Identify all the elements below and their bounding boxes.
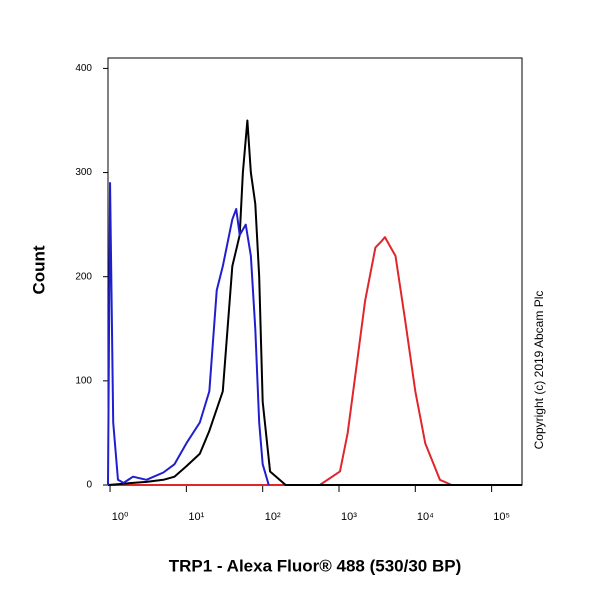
x-tick-label: 10⁴ — [417, 511, 434, 523]
histogram-line — [108, 236, 522, 486]
histogram-line — [107, 119, 522, 486]
plot-frame — [107, 57, 523, 486]
y-tick-label: 200 — [75, 271, 92, 282]
x-tick-label: 10³ — [341, 511, 357, 523]
histogram-line — [107, 181, 270, 486]
y-tick-label: 0 — [86, 480, 92, 491]
y-tick-label: 300 — [75, 167, 92, 178]
copyright: Copyright (c) 2019 Abcam Plc — [532, 291, 546, 450]
x-tick-label: 10⁰ — [112, 511, 129, 523]
y-tick-label: 400 — [75, 63, 92, 74]
x-tick-label: 10² — [265, 511, 281, 523]
y-tick-label: 100 — [75, 375, 92, 386]
x-tick-label: 10⁵ — [493, 511, 510, 523]
x-tick-label: 10¹ — [188, 511, 204, 523]
y-axis-label: Count — [29, 245, 48, 294]
x-axis-label: TRP1 - Alexa Fluor® 488 (530/30 BP) — [169, 556, 462, 575]
